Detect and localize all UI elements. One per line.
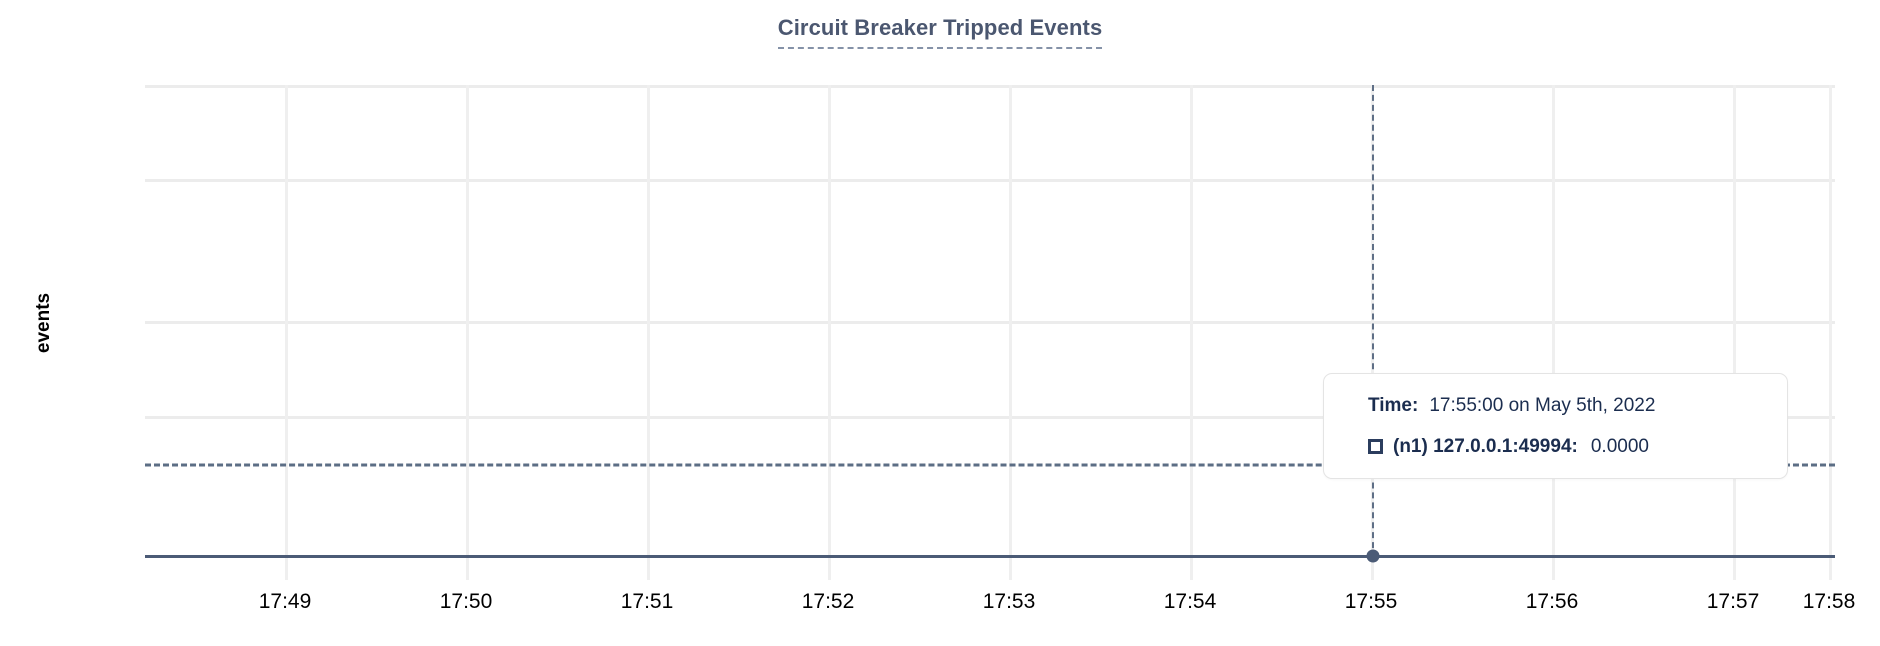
gridline-vertical xyxy=(1552,85,1555,580)
gridline-vertical xyxy=(1190,85,1193,580)
gridline-vertical xyxy=(828,85,831,580)
tooltip-series-name: (n1) 127.0.0.1:49994: xyxy=(1393,436,1578,457)
x-tick-label: 17:52 xyxy=(801,590,855,613)
x-tick-label: 17:53 xyxy=(982,590,1036,613)
gridline-vertical xyxy=(1829,85,1832,580)
tooltip-series-row: (n1) 127.0.0.1:49994: 0.0000 xyxy=(1368,437,1753,456)
gridline-horizontal xyxy=(145,416,1835,419)
gridline-horizontal xyxy=(145,321,1835,324)
plot-area[interactable]: 1.0 0.8 0.5 0.3 0.0 17:49 17:50 17:51 17… xyxy=(145,85,1855,613)
gridline-vertical xyxy=(647,85,650,580)
tooltip-series-value: 0.0000 xyxy=(1590,436,1649,457)
chart-tooltip: Time: 17:55:00 on May 5th, 2022 (n1) 127… xyxy=(1323,373,1788,479)
data-point-highlighted[interactable] xyxy=(1366,549,1380,563)
gridline-vertical xyxy=(285,85,288,580)
gridline-horizontal xyxy=(145,85,1835,88)
x-tick-label: 17:51 xyxy=(620,590,674,613)
gridline-horizontal xyxy=(145,179,1835,182)
x-tick-label: 17:49 xyxy=(258,590,312,613)
gridline-vertical xyxy=(466,85,469,580)
gridline-vertical xyxy=(1733,85,1736,580)
x-tick-label: 17:50 xyxy=(439,590,493,613)
tooltip-time-row: Time: 17:55:00 on May 5th, 2022 xyxy=(1368,396,1753,415)
threshold-dashed-line xyxy=(145,463,1835,467)
tooltip-time-value: 17:55:00 on May 5th, 2022 xyxy=(1429,395,1656,416)
x-tick-label: 17:54 xyxy=(1163,590,1217,613)
chart-title-wrapper: Circuit Breaker Tripped Events xyxy=(0,14,1880,49)
y-axis-title: events xyxy=(33,292,55,354)
x-tick-label: 17:55 xyxy=(1344,590,1398,613)
series-line-n1 xyxy=(145,555,1835,558)
x-tick-label: 17:56 xyxy=(1525,590,1579,613)
x-tick-label: 17:57 xyxy=(1706,590,1760,613)
x-tick-label: 17:58 xyxy=(1802,590,1856,613)
tooltip-time-label: Time: xyxy=(1368,395,1419,416)
series-swatch-icon xyxy=(1368,439,1383,454)
chart-title: Circuit Breaker Tripped Events xyxy=(777,14,1103,49)
gridline-vertical xyxy=(1009,85,1012,580)
crosshair-vertical xyxy=(1372,85,1374,558)
